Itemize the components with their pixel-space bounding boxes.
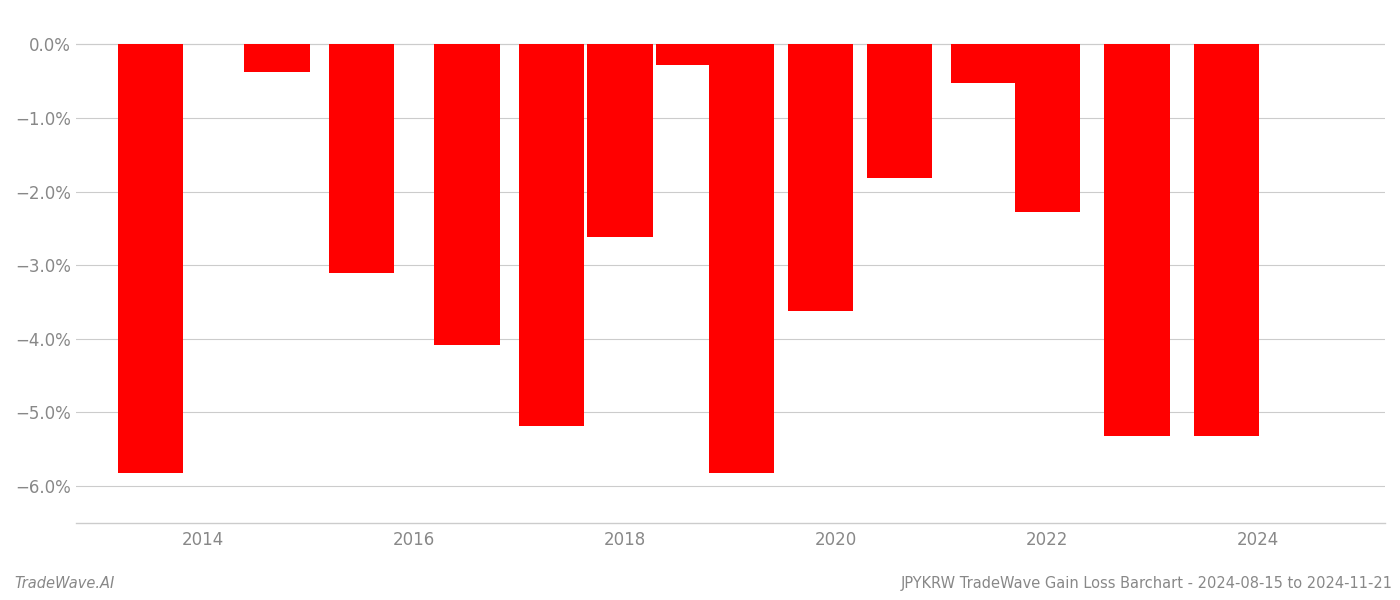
Bar xyxy=(587,44,652,237)
Bar xyxy=(1015,44,1079,212)
Bar xyxy=(1194,44,1260,436)
Bar xyxy=(708,44,774,473)
Bar xyxy=(655,44,721,65)
Text: JPYKRW TradeWave Gain Loss Barchart - 2024-08-15 to 2024-11-21: JPYKRW TradeWave Gain Loss Barchart - 20… xyxy=(902,576,1393,591)
Bar xyxy=(951,44,1016,83)
Bar xyxy=(788,44,853,311)
Bar xyxy=(118,44,183,473)
Bar xyxy=(867,44,932,178)
Bar xyxy=(434,44,500,344)
Text: TradeWave.AI: TradeWave.AI xyxy=(14,576,115,591)
Bar xyxy=(244,44,309,73)
Bar xyxy=(329,44,393,272)
Bar xyxy=(518,44,584,425)
Bar xyxy=(1105,44,1170,436)
